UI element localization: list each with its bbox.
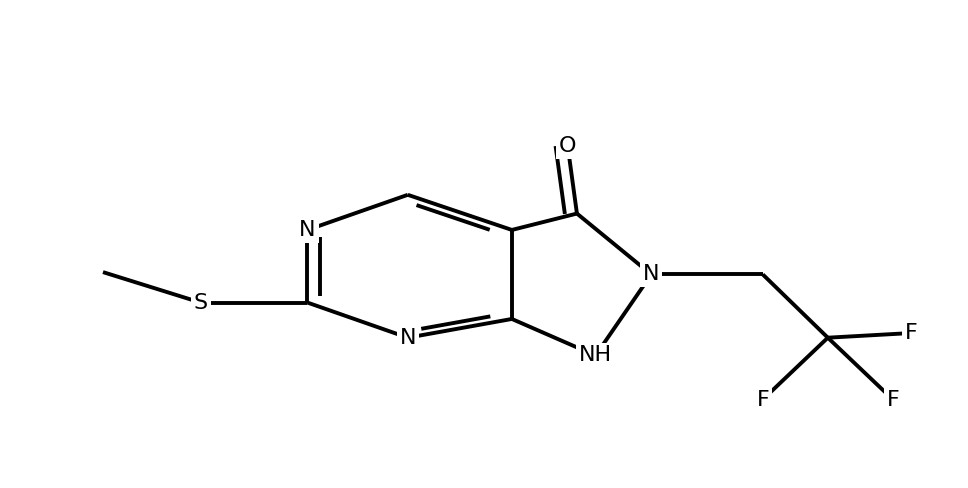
Text: F: F: [887, 389, 899, 409]
Text: NH: NH: [579, 346, 612, 366]
Text: F: F: [756, 389, 770, 409]
Text: N: N: [400, 328, 416, 347]
Text: N: N: [643, 264, 659, 285]
Text: S: S: [194, 293, 207, 312]
Text: F: F: [905, 323, 918, 343]
Text: N: N: [299, 220, 316, 240]
Text: O: O: [559, 136, 576, 156]
